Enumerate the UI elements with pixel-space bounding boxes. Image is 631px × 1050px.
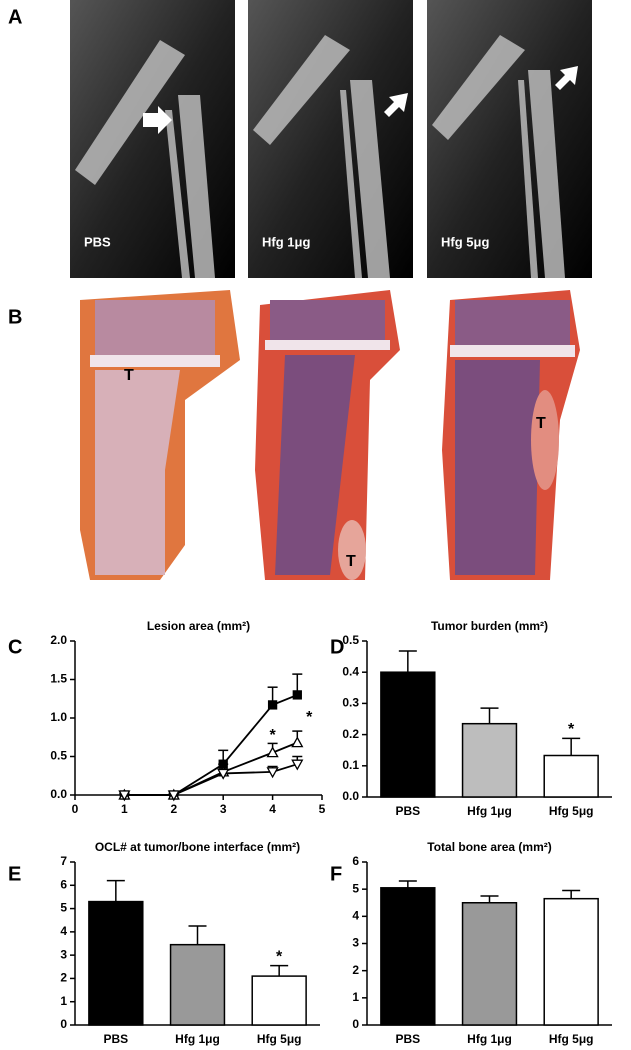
y-tick-label: 0.1 bbox=[342, 758, 359, 772]
y-tick-label: 3 bbox=[60, 947, 67, 961]
error-bar bbox=[398, 650, 417, 673]
error-bar bbox=[562, 737, 581, 756]
panel-label: F bbox=[330, 863, 342, 885]
annotation: * bbox=[306, 709, 313, 726]
y-tick-label: 1.5 bbox=[50, 672, 67, 686]
y-tick-label: 1.0 bbox=[50, 710, 67, 724]
bar bbox=[88, 900, 144, 1026]
series-line bbox=[124, 694, 298, 796]
error-bar bbox=[480, 895, 499, 903]
marker bbox=[118, 790, 131, 802]
y-tick-label: 0.3 bbox=[342, 696, 359, 710]
x-tick-label: 3 bbox=[220, 802, 227, 816]
x-tick-label: Hfg 1μg bbox=[175, 1032, 220, 1046]
error-bar bbox=[480, 707, 499, 724]
annotation: * bbox=[276, 949, 283, 966]
annotation: * bbox=[568, 721, 575, 738]
marker bbox=[217, 768, 230, 780]
x-tick-label: Hfg 5μg bbox=[549, 1032, 594, 1046]
y-tick-label: 2 bbox=[60, 971, 67, 985]
marker bbox=[291, 736, 304, 748]
y-tick-label: 0.4 bbox=[342, 664, 359, 678]
panel-label: C bbox=[8, 636, 22, 658]
annotation: * bbox=[269, 727, 276, 744]
error-bar bbox=[270, 964, 289, 977]
x-tick-label: Hfg 5μg bbox=[257, 1032, 302, 1046]
y-tick-label: 0.5 bbox=[342, 633, 359, 647]
error-bar bbox=[106, 879, 125, 902]
error-bar bbox=[188, 925, 207, 945]
bar bbox=[251, 975, 307, 1026]
x-tick-label: PBS bbox=[395, 1032, 420, 1046]
marker bbox=[291, 759, 304, 771]
tumor-mark: T bbox=[124, 367, 134, 384]
marker bbox=[266, 746, 279, 758]
marker bbox=[167, 790, 180, 802]
x-tick-label: 4 bbox=[269, 802, 276, 816]
error-bar bbox=[562, 889, 581, 899]
panel-label: A bbox=[8, 6, 22, 28]
y-tick-label: 2.0 bbox=[50, 633, 67, 647]
y-tick-label: 0 bbox=[352, 1017, 359, 1031]
panel-label: B bbox=[8, 306, 22, 328]
x-tick-label: Hfg 5μg bbox=[549, 804, 594, 818]
chart-title: Tumor burden (mm²) bbox=[431, 619, 548, 633]
image-label: Hfg 1μg bbox=[262, 234, 310, 249]
bar bbox=[169, 943, 226, 1026]
panel-label: D bbox=[330, 636, 344, 658]
y-tick-label: 7 bbox=[60, 854, 67, 868]
chart-title: Total bone area (mm²) bbox=[427, 840, 551, 854]
x-tick-label: 0 bbox=[72, 802, 79, 816]
chart-title: OCL# at tumor/bone interface (mm²) bbox=[95, 840, 300, 854]
bar bbox=[543, 754, 599, 798]
bar bbox=[461, 902, 518, 1026]
y-tick-label: 6 bbox=[352, 854, 359, 868]
y-tick-label: 2 bbox=[352, 963, 359, 977]
image-label: PBS bbox=[84, 234, 111, 249]
tumor-mark: T bbox=[536, 415, 546, 432]
histology-images: T T T bbox=[80, 290, 580, 580]
bar bbox=[380, 887, 436, 1026]
y-tick-label: 1 bbox=[352, 990, 359, 1004]
y-tick-label: 1 bbox=[60, 994, 67, 1008]
error-bar bbox=[398, 880, 417, 888]
y-tick-label: 5 bbox=[352, 881, 359, 895]
chart-title: Lesion area (mm²) bbox=[147, 619, 250, 633]
x-tick-label: PBS bbox=[395, 804, 420, 818]
x-tick-label: PBS bbox=[103, 1032, 128, 1046]
tumor-mark: T bbox=[346, 553, 356, 570]
bar bbox=[543, 897, 599, 1026]
image-label: Hfg 5μg bbox=[441, 234, 489, 249]
marker bbox=[267, 700, 278, 710]
y-tick-label: 0.0 bbox=[50, 787, 67, 801]
x-tick-label: 5 bbox=[319, 802, 326, 816]
y-tick-label: 4 bbox=[352, 909, 359, 923]
y-tick-label: 3 bbox=[352, 936, 359, 950]
x-tick-label: Hfg 1μg bbox=[467, 1032, 512, 1046]
marker bbox=[266, 767, 279, 779]
marker bbox=[292, 690, 302, 700]
y-tick-label: 0 bbox=[60, 1017, 67, 1031]
bar bbox=[461, 722, 518, 798]
x-tick-label: 1 bbox=[121, 802, 128, 816]
bar bbox=[380, 671, 436, 798]
panel-label: E bbox=[8, 863, 21, 885]
y-tick-label: 6 bbox=[60, 877, 67, 891]
y-tick-label: 0.2 bbox=[342, 727, 359, 741]
xray-images: PBS Hfg 1μg Hfg 5μg bbox=[70, 0, 592, 278]
y-tick-label: 5 bbox=[60, 901, 67, 915]
y-tick-label: 0.0 bbox=[342, 789, 359, 803]
x-tick-label: 2 bbox=[170, 802, 177, 816]
x-tick-label: Hfg 1μg bbox=[467, 804, 512, 818]
y-tick-label: 4 bbox=[60, 924, 67, 938]
y-tick-label: 0.5 bbox=[50, 749, 67, 763]
